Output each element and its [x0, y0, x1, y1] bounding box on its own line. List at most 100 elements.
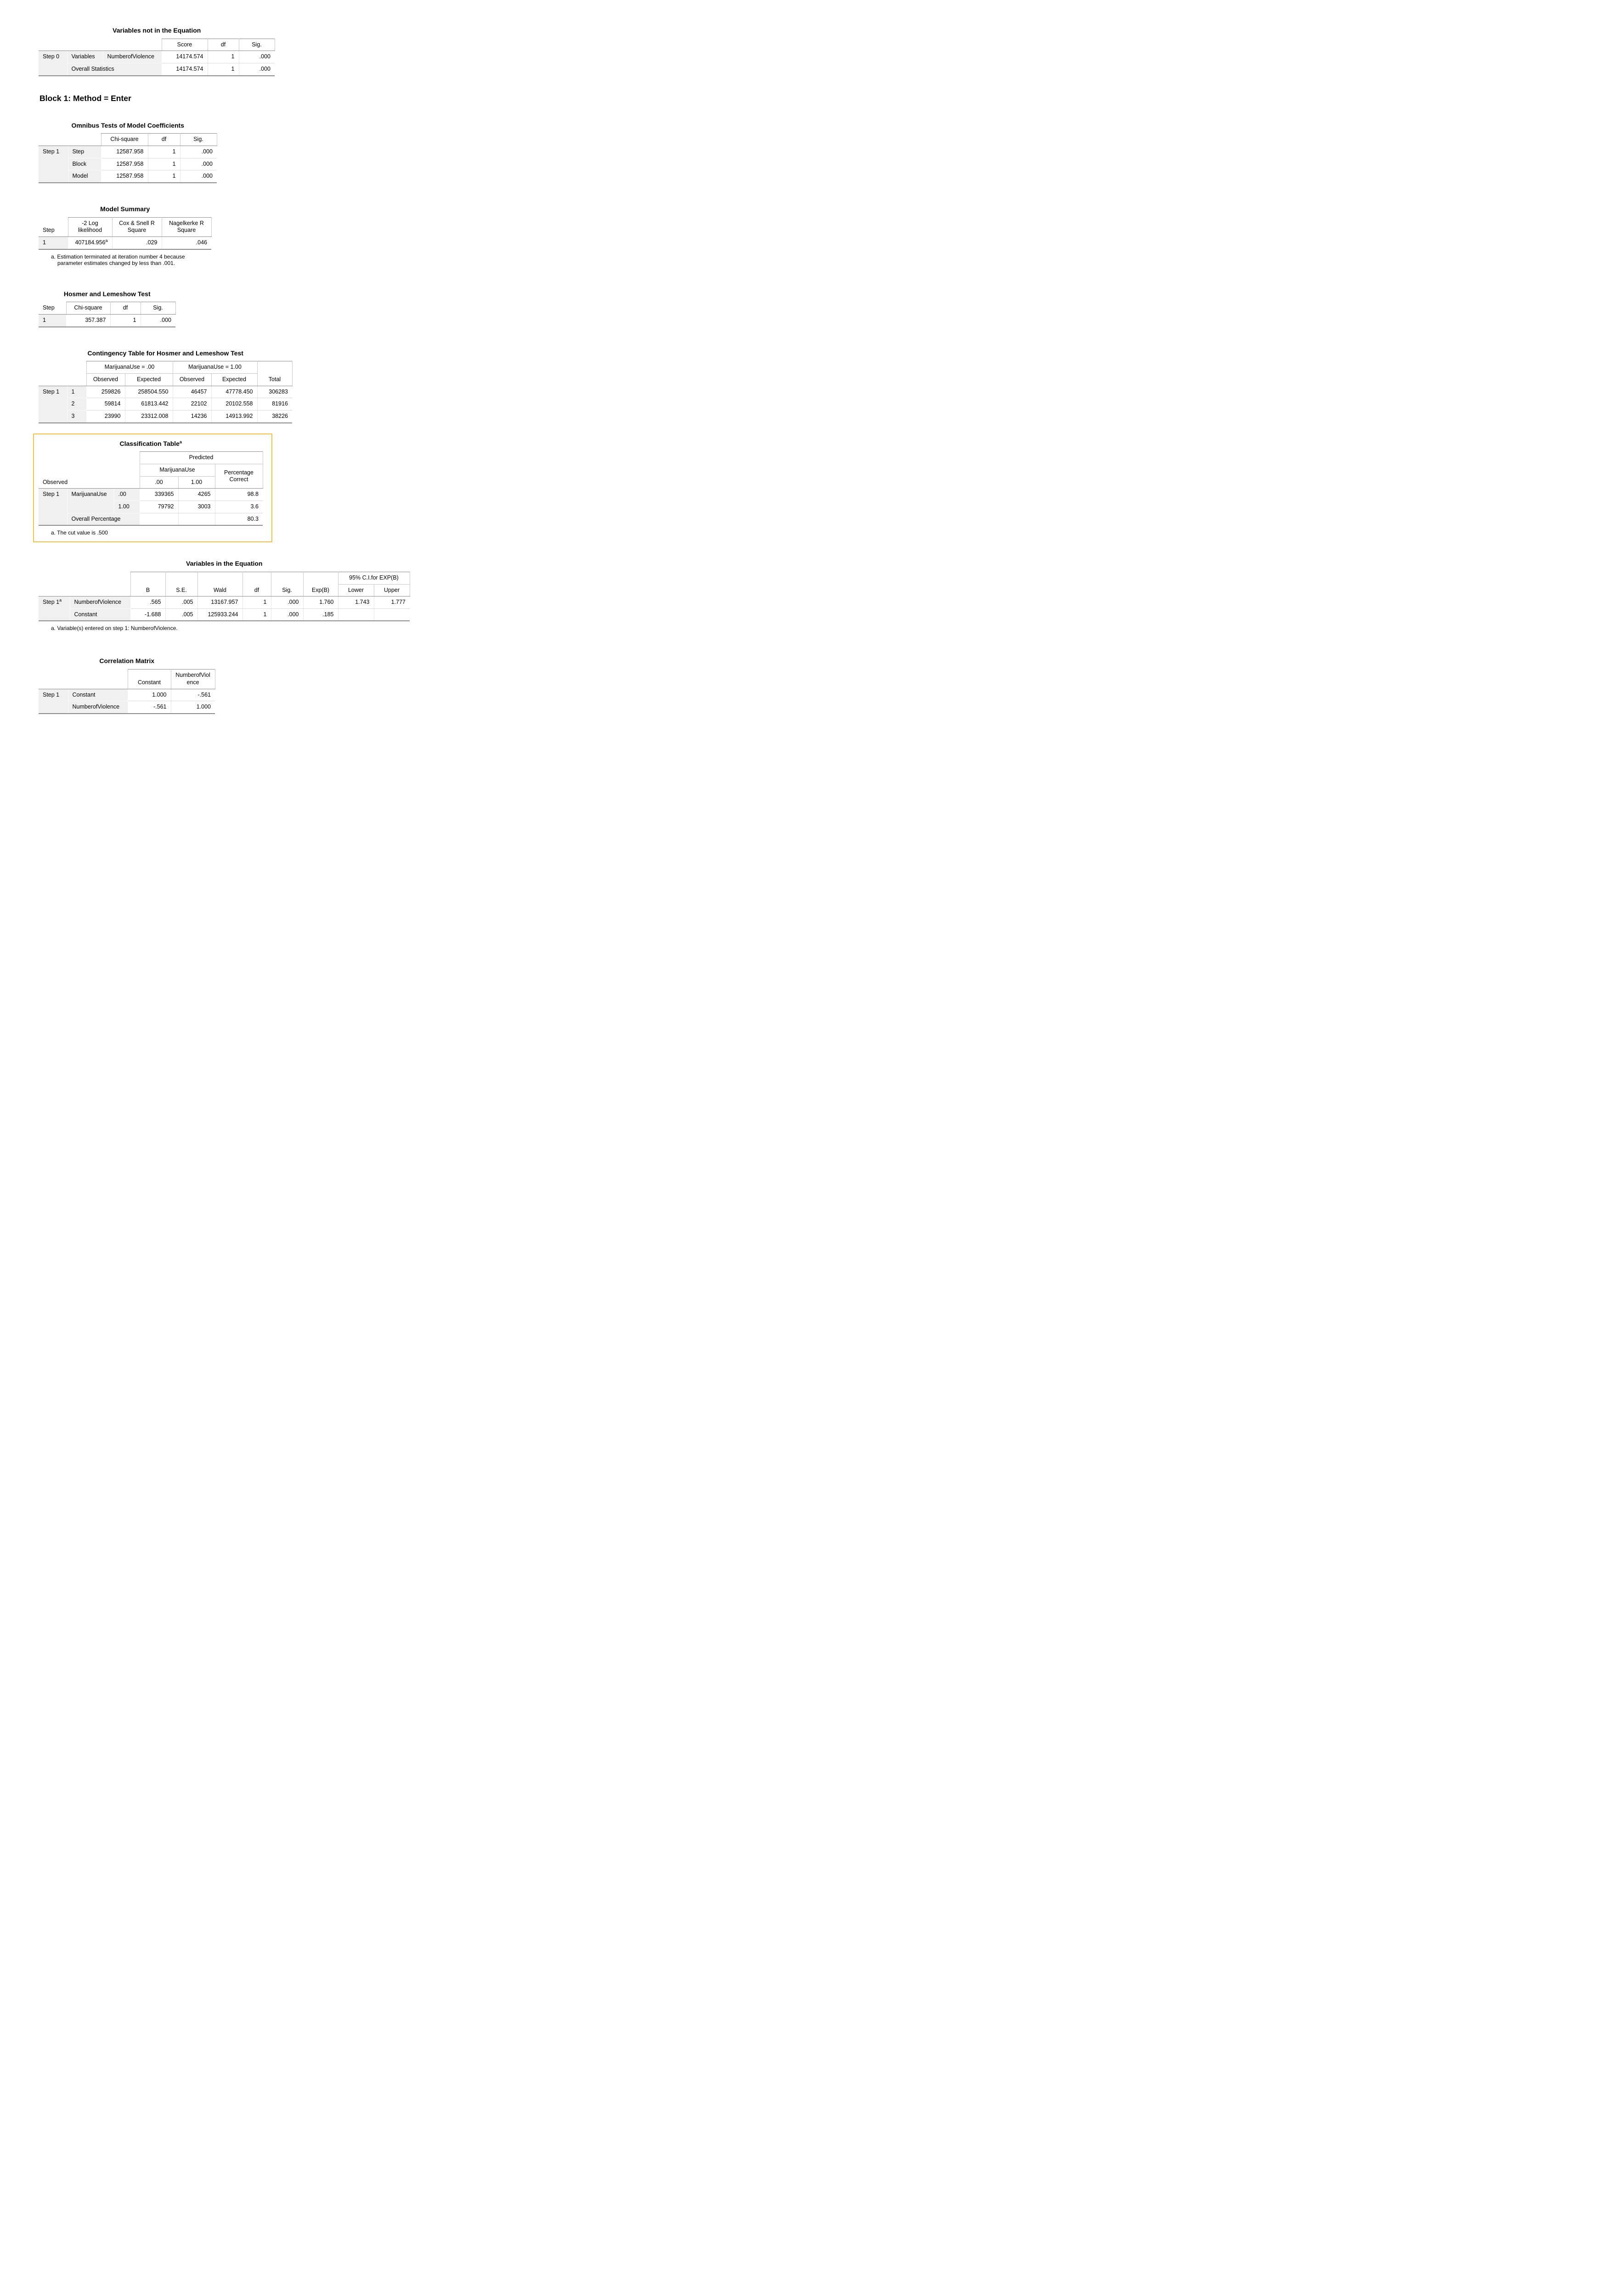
cell: .000 — [270, 596, 303, 609]
cell: 258504.550 — [124, 386, 173, 399]
table-row: 1 357.387 1 .000 — [39, 314, 175, 327]
column-header: Observed — [86, 373, 125, 386]
row-label: NumberofViolence — [103, 51, 162, 64]
column-header: Observed — [172, 373, 212, 386]
column-group-header: MarijuanaUse — [139, 464, 215, 477]
cell: 14174.574 — [161, 51, 208, 64]
hosmer-lemeshow-section: Hosmer and Lemeshow Test Step Chi-square… — [39, 290, 434, 327]
header-row: B S.E. Wald df Sig. Exp(B) Lower Upper — [39, 584, 410, 597]
value: 407184.956 — [75, 239, 106, 246]
row-label: Step — [68, 146, 101, 158]
column-header: Percentage Correct — [214, 464, 263, 489]
omnibus-tests-section: Omnibus Tests of Model Coefficients Chi-… — [39, 122, 434, 183]
stub-cell — [39, 39, 162, 51]
cell: 61813.442 — [124, 398, 173, 411]
column-header: df — [242, 584, 271, 597]
cell: 13167.957 — [197, 596, 242, 609]
row-label: 1 — [39, 236, 68, 250]
column-header: Sig. — [270, 584, 304, 597]
column-header: Observed — [39, 476, 140, 489]
cell: 47778.450 — [211, 386, 257, 399]
table-row: Overall Statistics 14174.574 1 .000 — [39, 63, 275, 76]
header-row: MarijuanaUse Percentage Correct — [39, 464, 263, 489]
cell: .565 — [130, 596, 165, 609]
header-row: Chi-square df Sig. — [39, 133, 217, 146]
cell: 46457 — [172, 386, 211, 399]
cell — [338, 608, 374, 621]
table-row: 1 407184.956a .029 .046 — [39, 236, 211, 250]
variables-not-in-equation-section: Variables not in the Equation Score df S… — [39, 27, 434, 76]
model-summary-table[interactable]: Step -2 Log likelihood Cox & Snell R Squ… — [39, 217, 212, 250]
row-label: Block — [68, 158, 101, 171]
cell: 3003 — [178, 501, 215, 513]
variables-in-equation-table[interactable]: 95% C.I.for EXP(B) B S.E. Wald df Sig. E… — [39, 571, 410, 622]
header-row: Predicted — [39, 451, 263, 477]
cell: 407184.956a — [68, 236, 112, 250]
empty-header-cell — [197, 571, 243, 585]
column-header: Constant — [127, 669, 171, 689]
column-header: Exp(B) — [303, 584, 338, 597]
header-row: Step -2 Log likelihood Cox & Snell R Squ… — [39, 217, 212, 237]
table-row: Overall Percentage 80.3 — [39, 513, 263, 526]
table-title: Contingency Table for Hosmer and Lemesho… — [87, 349, 243, 357]
cell: 12587.958 — [101, 146, 148, 158]
cell: 4265 — [178, 488, 215, 501]
cell: 1.777 — [373, 596, 410, 609]
row-label: Step 1 — [39, 488, 68, 526]
cell: 14236 — [172, 410, 211, 423]
column-header: .00 — [139, 476, 179, 489]
stub-cell — [39, 669, 128, 689]
cell: 22102 — [172, 398, 211, 411]
contingency-table[interactable]: MarijuanaUse = .00 MarijuanaUse = 1.00 T… — [39, 361, 293, 423]
table-title: Omnibus Tests of Model Coefficients — [71, 121, 185, 129]
cell: .000 — [238, 63, 275, 76]
column-header: Cox & Snell R Square — [112, 217, 162, 237]
row-label: NumberofViolence — [70, 596, 131, 609]
cell: 98.8 — [214, 488, 263, 501]
cell: -1.688 — [130, 608, 165, 621]
row-label: Constant — [68, 689, 128, 702]
column-header: S.E. — [165, 584, 198, 597]
classification-selection-box[interactable]: Classification Tablea Predicted Marijuan… — [33, 433, 272, 543]
variables-not-in-equation-table[interactable]: Score df Sig. Step 0 Variables NumberofV… — [39, 38, 275, 76]
classification-table[interactable]: Predicted MarijuanaUse Percentage Correc… — [39, 451, 263, 526]
column-group-header: MarijuanaUse = 1.00 — [172, 361, 258, 374]
row-label: 3 — [67, 410, 87, 423]
cell: 306283 — [257, 386, 292, 399]
header-row: Observed .00 1.00 — [39, 476, 263, 489]
column-header: Expected — [124, 373, 173, 386]
column-header: Step — [39, 302, 66, 315]
correlation-matrix-table[interactable]: Constant NumberofViolence Step 1 Constan… — [39, 669, 215, 714]
empty-header-cell — [303, 571, 338, 585]
footnote: a. Variable(s) entered on step 1: Number… — [51, 625, 178, 632]
column-header: df — [147, 133, 180, 146]
row-label: 2 — [67, 398, 87, 411]
cell: 1 — [147, 146, 180, 158]
table-row: Step 1 1 259826 258504.550 46457 47778.4… — [39, 386, 292, 423]
omnibus-tests-table[interactable]: Chi-square df Sig. Step 1 Step 12587.958… — [39, 133, 217, 183]
stub-cell — [39, 451, 140, 477]
header-row: Score df Sig. — [39, 38, 275, 51]
cell: 1.760 — [303, 596, 338, 609]
cell — [373, 608, 410, 621]
empty-header-cell — [165, 571, 198, 585]
variables-in-equation-section: Variables in the Equation 95% C.I.for EX… — [39, 560, 434, 631]
row-label: .00 — [114, 488, 140, 501]
spss-output-page: Variables not in the Equation Score df S… — [0, 0, 441, 755]
table-title: Classification Tablea — [39, 439, 263, 448]
cell: .005 — [165, 608, 197, 621]
cell: 1 — [242, 596, 271, 609]
cell: 1.000 — [127, 689, 171, 702]
contingency-table-section: Contingency Table for Hosmer and Lemesho… — [39, 349, 434, 423]
row-label: Step 1a — [39, 596, 70, 621]
cell — [139, 513, 178, 526]
row-label: Constant — [70, 608, 131, 621]
stub-cell — [39, 361, 86, 386]
column-group-header: Predicted — [139, 451, 263, 465]
row-label: Step 1 — [39, 386, 68, 423]
table-row: Model 12587.958 1 .000 — [39, 170, 217, 183]
footnote: a. The cut value is .500 — [51, 529, 108, 536]
footnote-marker: a — [179, 439, 182, 444]
cell: 3.6 — [214, 501, 263, 513]
hosmer-lemeshow-table[interactable]: Step Chi-square df Sig. 1 357.387 1 .000 — [39, 302, 176, 327]
